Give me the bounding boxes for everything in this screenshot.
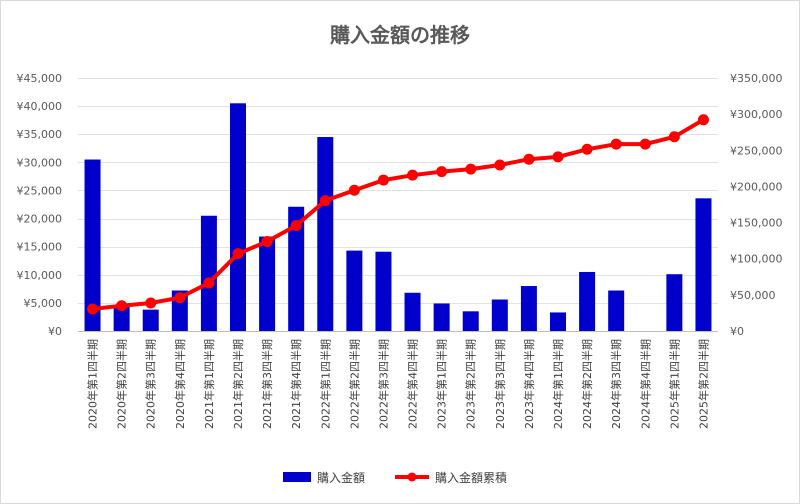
line-point bbox=[581, 143, 593, 155]
right-axis-ticks: ¥0 ¥50,000 ¥100,000 ¥150,000 ¥200,000 ¥250,00… bbox=[730, 72, 783, 338]
right-tick-label: ¥150,000 bbox=[730, 217, 783, 230]
line-point bbox=[436, 166, 448, 178]
category-labels: 2020年第1四半期 2020年第2四半期 2020年第3四半期 2020年第4四半期… bbox=[86, 339, 711, 429]
category-label: 2022年第4四半期 bbox=[406, 339, 420, 429]
line-point bbox=[319, 195, 331, 207]
category-label: 2025年第1四半期 bbox=[667, 339, 681, 429]
line-point bbox=[465, 163, 477, 175]
left-tick-label: ¥20,000 bbox=[17, 213, 63, 226]
left-tick-label: ¥10,000 bbox=[17, 269, 63, 282]
bar bbox=[491, 299, 508, 331]
right-tick-label: ¥0 bbox=[730, 325, 744, 338]
category-label: 2022年第1四半期 bbox=[318, 339, 332, 429]
bar bbox=[142, 309, 159, 331]
line-series bbox=[87, 114, 709, 315]
left-axis-ticks: ¥0 ¥5,000 ¥10,000 ¥15,000 ¥20,000 ¥25,000 ¥30,… bbox=[17, 72, 63, 338]
category-label: 2021年第2四半期 bbox=[231, 339, 245, 429]
legend-bar-swatch bbox=[283, 472, 311, 482]
line-point bbox=[116, 300, 128, 312]
bar bbox=[666, 274, 683, 331]
bar-series bbox=[84, 103, 712, 331]
category-label: 2023年第2四半期 bbox=[464, 339, 478, 429]
bar bbox=[375, 251, 392, 331]
bar bbox=[288, 206, 305, 331]
bar bbox=[579, 271, 596, 331]
line-point bbox=[261, 236, 273, 248]
line-point bbox=[523, 153, 535, 165]
category-label: 2021年第4四半期 bbox=[289, 339, 303, 429]
left-tick-label: ¥15,000 bbox=[17, 241, 63, 254]
category-label: 2021年第1四半期 bbox=[202, 339, 216, 429]
legend-line-marker bbox=[407, 472, 417, 482]
category-label: 2020年第2四半期 bbox=[115, 339, 129, 429]
bar bbox=[695, 198, 712, 331]
category-label: 2021年第3四半期 bbox=[260, 339, 274, 429]
bar bbox=[346, 250, 363, 331]
line-point bbox=[377, 174, 389, 186]
right-tick-label: ¥300,000 bbox=[730, 108, 783, 121]
line-point bbox=[174, 292, 186, 304]
left-tick-label: ¥40,000 bbox=[17, 100, 63, 113]
line-point bbox=[290, 220, 302, 232]
bar bbox=[113, 305, 130, 331]
right-tick-label: ¥350,000 bbox=[730, 72, 783, 85]
bar bbox=[259, 236, 276, 331]
line-point bbox=[610, 138, 622, 150]
bar bbox=[200, 215, 217, 331]
category-label: 2024年第1四半期 bbox=[551, 339, 565, 429]
bar bbox=[462, 311, 479, 331]
line-point bbox=[203, 277, 215, 289]
bar bbox=[520, 286, 537, 331]
legend: 購入金額 購入金額累積 bbox=[283, 470, 507, 485]
right-tick-label: ¥250,000 bbox=[730, 144, 783, 157]
category-label: 2024年第3四半期 bbox=[609, 339, 623, 429]
bar bbox=[404, 292, 421, 331]
category-label: 2020年第4四半期 bbox=[173, 339, 187, 429]
bar bbox=[608, 290, 625, 331]
category-label: 2020年第1四半期 bbox=[86, 339, 100, 429]
bar bbox=[433, 303, 450, 331]
line-point bbox=[407, 169, 419, 181]
category-label: 2023年第4四半期 bbox=[522, 339, 536, 429]
line-point bbox=[639, 138, 651, 150]
right-tick-label: ¥200,000 bbox=[730, 180, 783, 193]
right-tick-label: ¥100,000 bbox=[730, 253, 783, 266]
category-label: 2020年第3四半期 bbox=[144, 339, 158, 429]
left-tick-label: ¥45,000 bbox=[17, 72, 63, 85]
line-point bbox=[348, 184, 360, 196]
bar bbox=[550, 312, 566, 331]
category-label: 2024年第2四半期 bbox=[580, 339, 594, 429]
line-point bbox=[697, 114, 709, 126]
left-tick-label: ¥30,000 bbox=[17, 156, 63, 169]
bar bbox=[317, 137, 334, 331]
category-label: 2022年第3四半期 bbox=[377, 339, 391, 429]
line-point bbox=[668, 131, 680, 143]
left-tick-label: ¥0 bbox=[48, 325, 62, 338]
category-label: 2025年第2四半期 bbox=[697, 339, 711, 429]
line-point bbox=[87, 303, 99, 315]
line-point bbox=[232, 248, 244, 260]
bar bbox=[230, 103, 246, 331]
bar bbox=[84, 159, 101, 331]
line-point bbox=[145, 297, 157, 309]
left-tick-label: ¥25,000 bbox=[17, 184, 63, 197]
left-tick-label: ¥5,000 bbox=[24, 297, 63, 310]
line-point bbox=[552, 151, 564, 163]
line-point bbox=[494, 159, 506, 171]
chart-title: 購入金額の推移 bbox=[330, 23, 470, 47]
category-label: 2023年第1四半期 bbox=[435, 339, 449, 429]
right-tick-label: ¥50,000 bbox=[730, 289, 776, 302]
category-label: 2022年第2四半期 bbox=[347, 339, 361, 429]
category-label: 2023年第3四半期 bbox=[493, 339, 507, 429]
cumulative-line bbox=[90, 117, 706, 311]
category-label: 2024年第4四半期 bbox=[638, 339, 652, 429]
legend-label-line: 購入金額累積 bbox=[435, 470, 507, 485]
legend-label-bar: 購入金額 bbox=[317, 470, 365, 485]
left-tick-label: ¥35,000 bbox=[17, 128, 63, 141]
